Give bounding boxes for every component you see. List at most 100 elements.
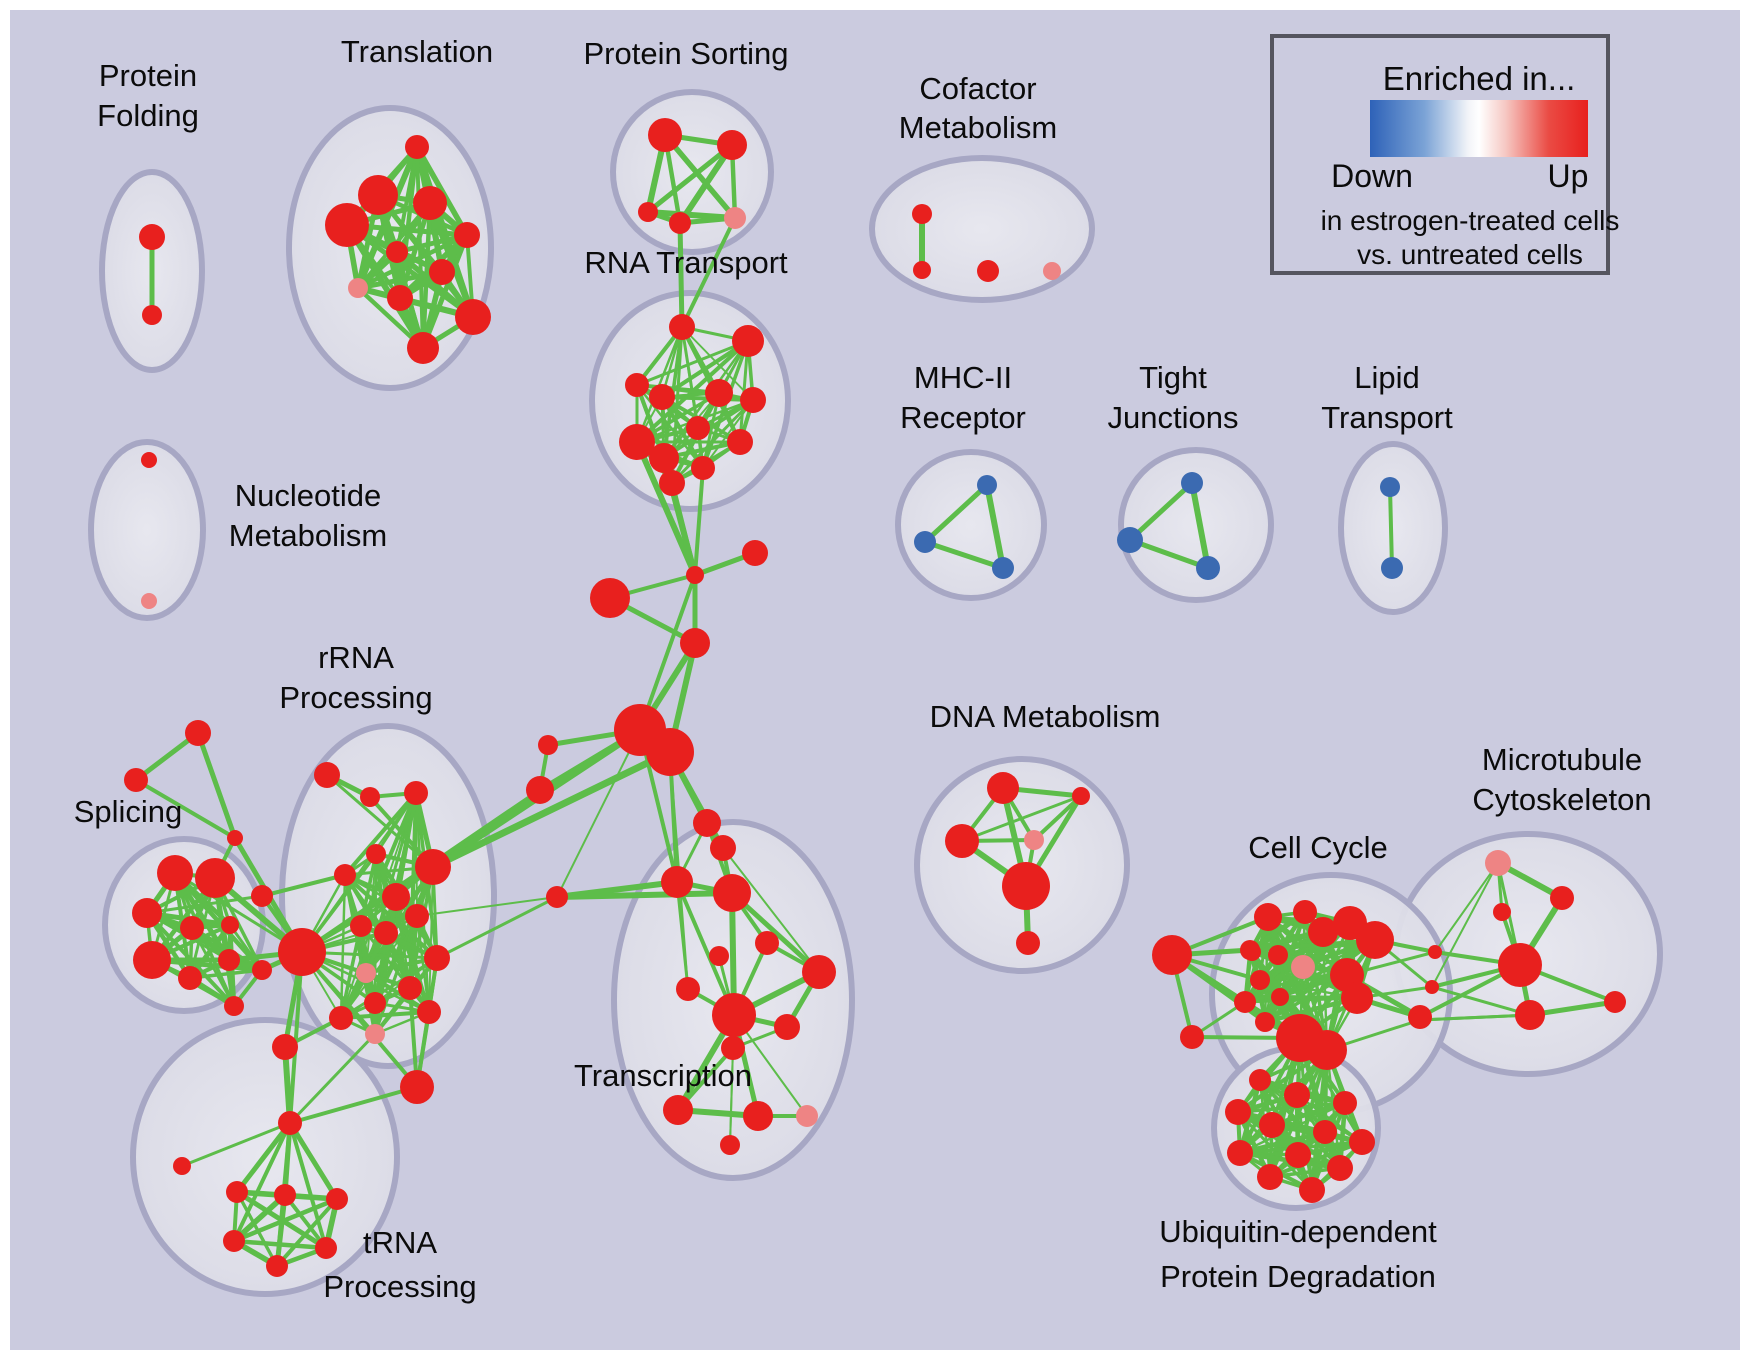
network-node-3[interactable] bbox=[358, 175, 398, 215]
network-node-143[interactable] bbox=[1227, 1140, 1253, 1166]
network-node-57[interactable] bbox=[415, 849, 451, 885]
network-node-121[interactable] bbox=[1271, 988, 1289, 1006]
network-node-4[interactable] bbox=[413, 186, 447, 220]
network-node-1[interactable] bbox=[142, 305, 162, 325]
network-node-139[interactable] bbox=[1225, 1099, 1251, 1125]
network-node-85[interactable] bbox=[252, 960, 272, 980]
network-node-51[interactable] bbox=[526, 776, 554, 804]
network-node-11[interactable] bbox=[455, 299, 491, 335]
network-node-10[interactable] bbox=[387, 285, 413, 311]
network-node-50[interactable] bbox=[538, 735, 558, 755]
network-node-7[interactable] bbox=[386, 241, 408, 263]
network-node-122[interactable] bbox=[1234, 991, 1256, 1013]
network-node-94[interactable] bbox=[693, 809, 721, 837]
network-node-18[interactable] bbox=[912, 204, 932, 224]
network-node-130[interactable] bbox=[1308, 917, 1338, 947]
network-node-35[interactable] bbox=[649, 384, 675, 410]
network-node-69[interactable] bbox=[329, 1006, 353, 1030]
network-node-123[interactable] bbox=[1255, 1012, 1275, 1032]
network-node-33[interactable] bbox=[732, 325, 764, 357]
network-node-95[interactable] bbox=[710, 835, 736, 861]
network-node-127[interactable] bbox=[1180, 1025, 1204, 1049]
network-node-2[interactable] bbox=[405, 135, 429, 159]
network-node-125[interactable] bbox=[1341, 982, 1373, 1014]
network-node-91[interactable] bbox=[223, 1230, 245, 1252]
network-node-24[interactable] bbox=[977, 475, 997, 495]
network-node-144[interactable] bbox=[1285, 1142, 1311, 1168]
network-node-19[interactable] bbox=[913, 261, 931, 279]
network-node-128[interactable] bbox=[1254, 903, 1282, 931]
network-node-44[interactable] bbox=[686, 566, 704, 584]
network-node-81[interactable] bbox=[133, 941, 171, 979]
network-node-97[interactable] bbox=[713, 874, 751, 912]
network-node-68[interactable] bbox=[364, 992, 386, 1014]
network-node-61[interactable] bbox=[350, 915, 372, 937]
network-node-107[interactable] bbox=[743, 1101, 773, 1131]
network-node-83[interactable] bbox=[218, 949, 240, 971]
network-node-136[interactable] bbox=[1249, 1069, 1271, 1091]
network-node-31[interactable] bbox=[1381, 557, 1403, 579]
network-node-6[interactable] bbox=[454, 222, 480, 248]
network-node-21[interactable] bbox=[1043, 262, 1061, 280]
network-node-45[interactable] bbox=[742, 540, 768, 566]
network-node-104[interactable] bbox=[774, 1014, 800, 1040]
network-node-138[interactable] bbox=[1333, 1091, 1357, 1115]
network-node-29[interactable] bbox=[1196, 556, 1220, 580]
network-node-140[interactable] bbox=[1259, 1112, 1285, 1138]
network-node-100[interactable] bbox=[709, 946, 729, 966]
network-node-111[interactable] bbox=[1072, 787, 1090, 805]
network-node-112[interactable] bbox=[945, 824, 979, 858]
network-node-49[interactable] bbox=[646, 728, 694, 776]
network-node-72[interactable] bbox=[400, 1070, 434, 1104]
network-node-60[interactable] bbox=[251, 885, 273, 907]
network-node-34[interactable] bbox=[625, 373, 649, 397]
network-node-38[interactable] bbox=[686, 416, 710, 440]
network-node-23[interactable] bbox=[141, 593, 157, 609]
network-node-8[interactable] bbox=[429, 259, 455, 285]
network-node-118[interactable] bbox=[1268, 945, 1288, 965]
network-node-150[interactable] bbox=[1493, 903, 1511, 921]
network-node-98[interactable] bbox=[546, 886, 568, 908]
network-node-41[interactable] bbox=[649, 443, 679, 473]
network-node-110[interactable] bbox=[987, 772, 1019, 804]
network-node-80[interactable] bbox=[221, 916, 239, 934]
network-node-71[interactable] bbox=[272, 1034, 298, 1060]
network-node-152[interactable] bbox=[1515, 1000, 1545, 1030]
network-node-86[interactable] bbox=[278, 1111, 302, 1135]
network-node-74[interactable] bbox=[124, 768, 148, 792]
network-node-27[interactable] bbox=[1181, 472, 1203, 494]
network-node-26[interactable] bbox=[992, 557, 1014, 579]
network-node-46[interactable] bbox=[590, 578, 630, 618]
network-node-129[interactable] bbox=[1293, 900, 1317, 924]
network-node-78[interactable] bbox=[132, 898, 162, 928]
network-node-13[interactable] bbox=[648, 118, 682, 152]
network-node-114[interactable] bbox=[1002, 862, 1050, 910]
network-node-106[interactable] bbox=[663, 1095, 693, 1125]
network-node-89[interactable] bbox=[274, 1184, 296, 1206]
network-node-105[interactable] bbox=[721, 1036, 745, 1060]
network-node-109[interactable] bbox=[720, 1135, 740, 1155]
network-node-108[interactable] bbox=[796, 1105, 818, 1127]
network-node-141[interactable] bbox=[1313, 1120, 1337, 1144]
network-node-145[interactable] bbox=[1327, 1155, 1353, 1181]
network-node-53[interactable] bbox=[360, 787, 380, 807]
network-node-65[interactable] bbox=[356, 963, 376, 983]
network-node-113[interactable] bbox=[1024, 830, 1044, 850]
network-node-146[interactable] bbox=[1257, 1164, 1283, 1190]
network-node-9[interactable] bbox=[348, 278, 368, 298]
network-node-47[interactable] bbox=[680, 628, 710, 658]
network-node-154[interactable] bbox=[1428, 945, 1442, 959]
network-node-137[interactable] bbox=[1284, 1082, 1310, 1108]
network-node-25[interactable] bbox=[914, 531, 936, 553]
network-node-43[interactable] bbox=[659, 470, 685, 496]
network-node-14[interactable] bbox=[717, 130, 747, 160]
network-node-66[interactable] bbox=[398, 976, 422, 1000]
network-node-149[interactable] bbox=[1550, 886, 1574, 910]
network-node-5[interactable] bbox=[325, 203, 369, 247]
network-node-62[interactable] bbox=[374, 921, 398, 945]
network-node-12[interactable] bbox=[407, 332, 439, 364]
network-node-17[interactable] bbox=[724, 207, 746, 229]
network-node-42[interactable] bbox=[691, 456, 715, 480]
network-node-96[interactable] bbox=[661, 866, 693, 898]
network-node-36[interactable] bbox=[705, 379, 733, 407]
